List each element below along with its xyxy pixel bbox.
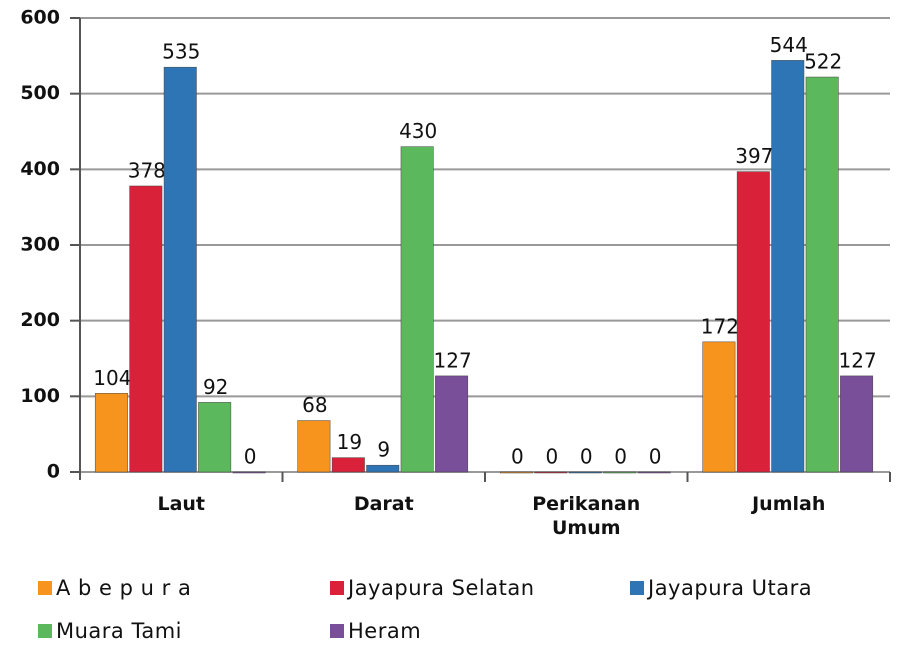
y-tick-label: 100 — [20, 385, 60, 407]
data-label: 0 — [244, 445, 257, 469]
legend-swatch — [630, 581, 644, 595]
x-tick-label: Perikanan Umum — [532, 493, 641, 539]
bar — [297, 420, 331, 473]
legend-item: A b e p u r a — [38, 576, 191, 600]
legend-item: Jayapura Selatan — [330, 576, 535, 600]
y-tick-label: 200 — [20, 309, 60, 331]
bar — [771, 60, 805, 473]
bar — [499, 471, 533, 474]
y-tick-label: 300 — [20, 234, 60, 256]
legend-label: Jayapura Utara — [648, 576, 813, 600]
bar — [232, 471, 266, 474]
bar — [366, 464, 400, 473]
y-tick-label: 600 — [20, 7, 60, 29]
bar — [331, 457, 365, 473]
data-label: 544 — [770, 33, 808, 57]
legend-swatch — [38, 581, 52, 595]
legend-swatch — [330, 581, 344, 595]
data-label: 68 — [302, 393, 327, 417]
data-label: 0 — [511, 445, 524, 469]
data-label: 0 — [614, 445, 627, 469]
legend-item: Heram — [330, 619, 421, 643]
bar — [603, 471, 637, 474]
bar — [568, 471, 602, 474]
data-label: 127 — [839, 348, 877, 372]
data-label: 104 — [93, 366, 131, 390]
bar — [805, 76, 839, 473]
data-label: 92 — [203, 375, 228, 399]
y-tick-label: 400 — [20, 158, 60, 180]
data-label: 522 — [804, 50, 842, 74]
bar — [435, 375, 469, 473]
bar — [129, 185, 163, 473]
bar — [198, 402, 232, 473]
y-tick-label: 500 — [20, 82, 60, 104]
y-tick-label: 0 — [47, 461, 60, 483]
data-label: 172 — [701, 314, 739, 338]
data-label: 0 — [580, 445, 593, 469]
bar — [94, 393, 128, 473]
bar — [163, 66, 197, 473]
data-label: 378 — [128, 158, 166, 182]
legend-item: Muara Tami — [38, 619, 182, 643]
bar — [637, 471, 671, 474]
legend-label: Muara Tami — [56, 619, 182, 643]
data-label: 430 — [399, 119, 437, 143]
data-label: 0 — [545, 445, 558, 469]
bar — [736, 171, 770, 473]
bar — [840, 375, 874, 473]
x-tick-label: Darat — [353, 493, 414, 515]
legend-label: Jayapura Selatan — [348, 576, 535, 600]
legend-item: Jayapura Utara — [630, 576, 812, 600]
legend-swatch — [330, 624, 344, 638]
legend-swatch — [38, 624, 52, 638]
data-label: 19 — [337, 430, 362, 454]
data-label: 127 — [434, 348, 472, 372]
bar — [534, 471, 568, 474]
data-label: 0 — [649, 445, 662, 469]
data-label: 397 — [735, 144, 773, 168]
data-label: 9 — [377, 438, 390, 462]
bar — [702, 341, 736, 473]
bar — [400, 146, 434, 473]
data-label: 535 — [162, 40, 200, 64]
x-tick-label: Jumlah — [752, 493, 826, 515]
legend-label: A b e p u r a — [56, 576, 192, 600]
x-tick-label: Laut — [157, 493, 206, 515]
legend-label: Heram — [348, 619, 422, 643]
